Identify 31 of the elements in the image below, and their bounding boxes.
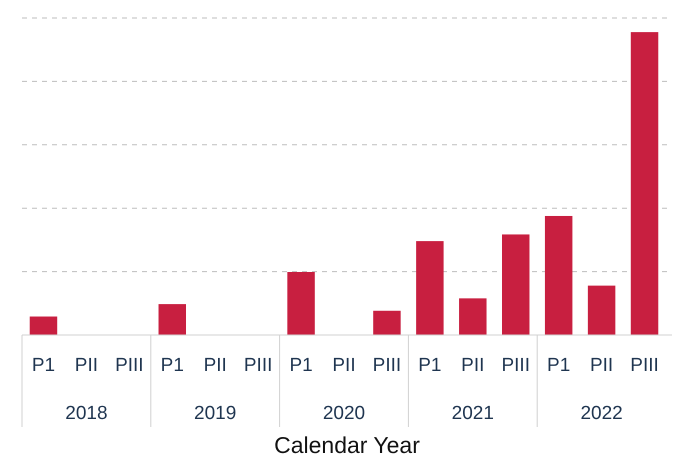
x-tick-label: PIII	[244, 355, 272, 376]
bar	[502, 234, 530, 335]
bar	[459, 298, 487, 335]
x-tick-label: PII	[204, 355, 227, 376]
bar	[158, 304, 186, 335]
bar	[373, 310, 401, 335]
x-tick-label: PIII	[630, 355, 659, 376]
bar	[630, 32, 658, 335]
bar	[544, 216, 572, 335]
x-tick-label: P1	[32, 355, 56, 376]
x-axis-title: Calendar Year	[274, 432, 420, 458]
x-tick-label: P1	[289, 355, 313, 376]
text: 2021	[452, 403, 494, 424]
x-tick-label: PII	[590, 355, 614, 376]
x-tick-label: P1	[547, 355, 570, 376]
text: 2019	[194, 403, 236, 424]
x-tick-label: P1	[160, 355, 184, 376]
x-tick-label: PIII	[372, 355, 402, 376]
x-tick-label: P1	[418, 355, 442, 376]
x-tick-label: PII	[461, 355, 484, 376]
bar	[30, 316, 58, 335]
bar	[588, 286, 616, 335]
x-tick-label: PIII	[115, 355, 144, 376]
bar	[287, 272, 315, 335]
bar	[416, 241, 444, 335]
text: 2020	[322, 403, 366, 424]
x-tick-label: PII	[332, 355, 356, 376]
text: 2022	[580, 403, 623, 424]
x-tick-label: PII	[74, 355, 98, 376]
x-tick-label: PIII	[501, 355, 530, 376]
text: 2018	[65, 403, 108, 424]
